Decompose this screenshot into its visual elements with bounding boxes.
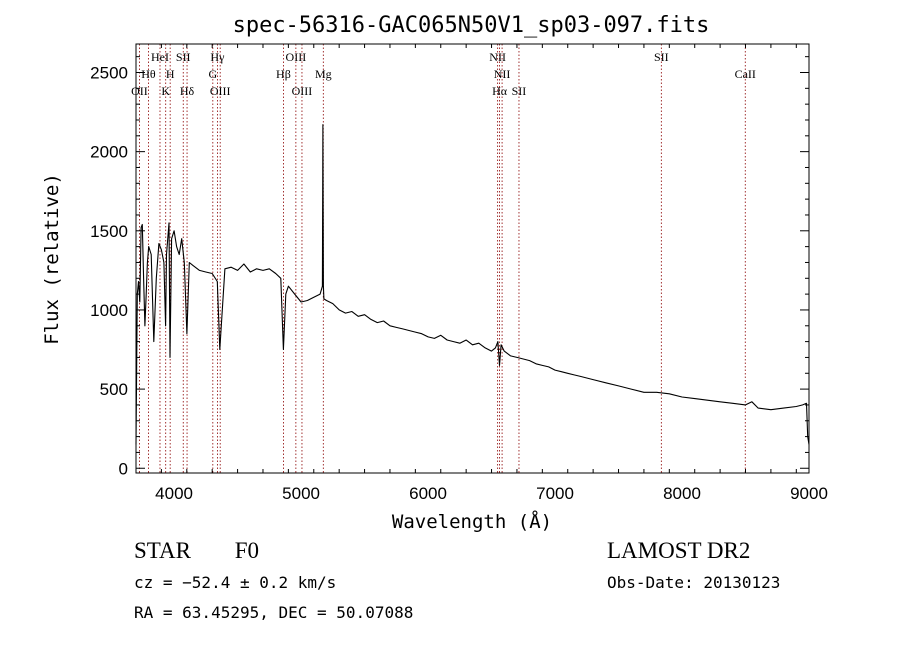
marker-label-15: Hα — [492, 84, 508, 98]
marker-label-16: NII — [494, 67, 511, 81]
spectrum-line — [135, 124, 810, 445]
spectral-line-labels: OIIHθHeIKHSIIHδGHγOIIIHβOIIIOIIIMgNIIHαN… — [131, 50, 756, 98]
marker-label-19: CaII — [735, 67, 756, 81]
subclass-label: F0 — [234, 538, 259, 563]
x-tick-label: 4000 — [155, 484, 193, 503]
y-tick-label: 0 — [119, 459, 128, 478]
y-axis-label: Flux (relative) — [41, 173, 63, 345]
x-axis-label: Wavelength (Å) — [392, 510, 552, 533]
marker-label-4: H — [166, 67, 175, 81]
marker-label-7: G — [208, 67, 217, 81]
x-tick-label: 6000 — [409, 484, 447, 503]
marker-label-8: Hγ — [210, 50, 225, 64]
class-label: STAR — [134, 538, 191, 563]
redshift-text: cz = −52.4 ± 0.2 km/s — [134, 573, 337, 592]
y-tick-label: 1000 — [90, 301, 128, 320]
chart-title: spec-56316-GAC065N50V1_sp03-097.fits — [233, 13, 710, 38]
marker-label-10: Hβ — [276, 67, 291, 81]
marker-label-3: K — [161, 84, 170, 98]
marker-label-5: SII — [176, 50, 191, 64]
y-tick-label: 2500 — [90, 63, 128, 82]
marker-label-1: Hθ — [141, 67, 156, 81]
y-tick-label: 2000 — [90, 143, 128, 162]
marker-label-17: SII — [512, 84, 527, 98]
marker-label-9: OIII — [210, 84, 231, 98]
marker-label-13: Mg — [315, 67, 332, 81]
marker-label-0: OII — [131, 84, 148, 98]
object-class: STAR F0 — [134, 538, 259, 564]
survey-label: LAMOST DR2 — [607, 538, 751, 563]
x-tick-label: 8000 — [663, 484, 701, 503]
plot-frame — [135, 43, 810, 474]
x-tick-label: 7000 — [536, 484, 574, 503]
marker-label-14: NII — [489, 50, 506, 64]
coordinates-text: RA = 63.45295, DEC = 50.07088 — [134, 603, 414, 622]
y-tick-label: 1500 — [90, 222, 128, 241]
spectral-line-markers — [139, 44, 746, 473]
marker-label-6: Hδ — [180, 84, 195, 98]
axis-ticks — [135, 44, 809, 473]
marker-label-11: OIII — [286, 50, 307, 64]
x-tick-label: 5000 — [282, 484, 320, 503]
x-tick-label: 9000 — [790, 484, 828, 503]
marker-label-2: HeI — [151, 50, 169, 64]
x-axis-tick-labels: 4000 5000 6000 7000 8000 9000 — [155, 484, 828, 503]
marker-label-12: OIII — [292, 84, 313, 98]
y-axis-tick-labels: 0 500 1000 1500 2000 2500 — [90, 63, 128, 478]
marker-label-18: SII — [654, 50, 669, 64]
obs-date-text: Obs-Date: 20130123 — [607, 573, 781, 592]
y-tick-label: 500 — [100, 380, 128, 399]
